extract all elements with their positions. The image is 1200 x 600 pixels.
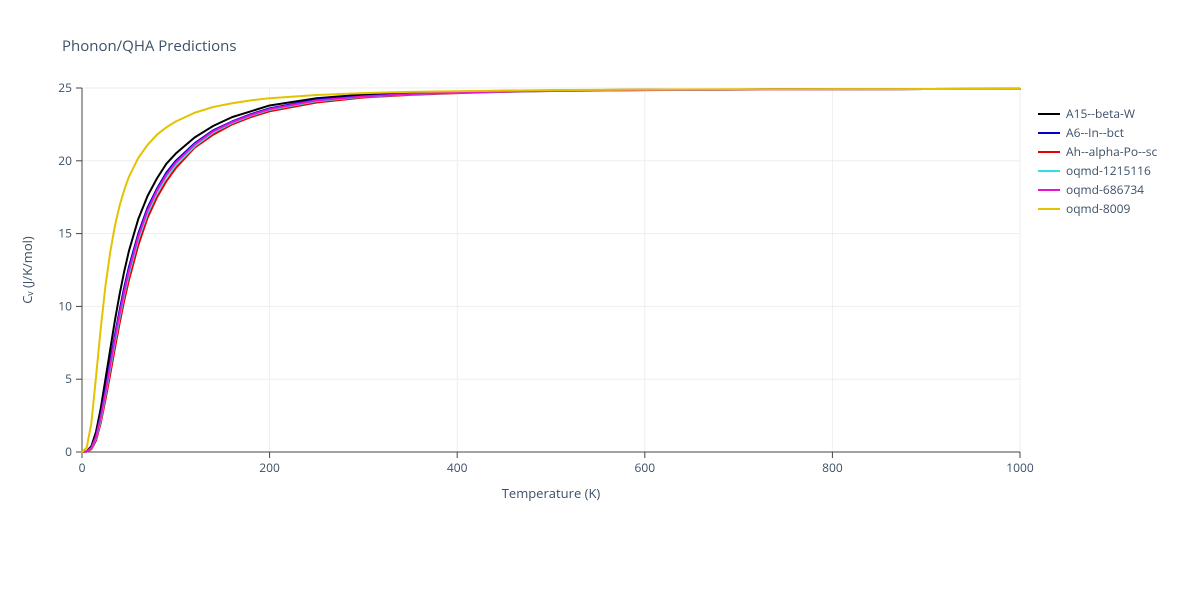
y-tick-label: 5: [65, 370, 72, 387]
legend-label: oqmd-8009: [1066, 200, 1130, 217]
y-axis-label: Cᵥ (J/K/mol): [18, 236, 36, 304]
x-tick-label: 0: [79, 459, 86, 476]
series-lines: [82, 89, 1020, 452]
legend-label: oqmd-1215116: [1066, 162, 1151, 179]
legend: A15--beta-W A6--In--bct Ah--alpha-Po--sc oq…: [1038, 104, 1157, 218]
chart-plot: 0 200 400 600 800 1000 0 5 10 15 20 25 Temperature …: [0, 0, 1200, 600]
series-line[interactable]: [82, 89, 1020, 452]
y-tick-label: 15: [58, 225, 72, 242]
series-line[interactable]: [82, 89, 1020, 452]
x-axis-label: Temperature (K): [502, 484, 601, 502]
y-tick-label: 25: [58, 79, 72, 96]
legend-item[interactable]: Ah--alpha-Po--sc: [1038, 142, 1157, 161]
legend-item[interactable]: A6--In--bct: [1038, 123, 1157, 142]
legend-item[interactable]: oqmd-686734: [1038, 180, 1157, 199]
legend-item[interactable]: oqmd-8009: [1038, 199, 1157, 218]
legend-label: A6--In--bct: [1066, 124, 1124, 141]
legend-label: A15--beta-W: [1066, 105, 1135, 122]
x-tick-label: 1000: [1006, 459, 1034, 476]
series-line[interactable]: [82, 89, 1020, 452]
chart-container: Phonon/QHA Predictions 02004006008001000…: [0, 0, 1200, 600]
legend-swatch: [1038, 170, 1060, 172]
legend-swatch: [1038, 189, 1060, 191]
x-tick-label: 600: [635, 459, 656, 476]
legend-label: Ah--alpha-Po--sc: [1066, 143, 1157, 160]
legend-swatch: [1038, 151, 1060, 153]
legend-item[interactable]: oqmd-1215116: [1038, 161, 1157, 180]
y-tick-label: 0: [65, 443, 72, 460]
legend-swatch: [1038, 208, 1060, 210]
axes: [76, 88, 1020, 458]
series-line[interactable]: [82, 89, 1020, 452]
legend-item[interactable]: A15--beta-W: [1038, 104, 1157, 123]
legend-swatch: [1038, 113, 1060, 115]
y-tick-label: 20: [58, 152, 72, 169]
x-tick-label: 200: [259, 459, 280, 476]
x-tick-label: 400: [447, 459, 468, 476]
legend-swatch: [1038, 132, 1060, 134]
gridlines: [82, 88, 1020, 452]
series-line[interactable]: [82, 89, 1020, 452]
x-tick-label: 800: [822, 459, 843, 476]
series-line[interactable]: [82, 89, 1020, 452]
y-tick-label: 10: [58, 297, 72, 314]
legend-label: oqmd-686734: [1066, 181, 1144, 198]
